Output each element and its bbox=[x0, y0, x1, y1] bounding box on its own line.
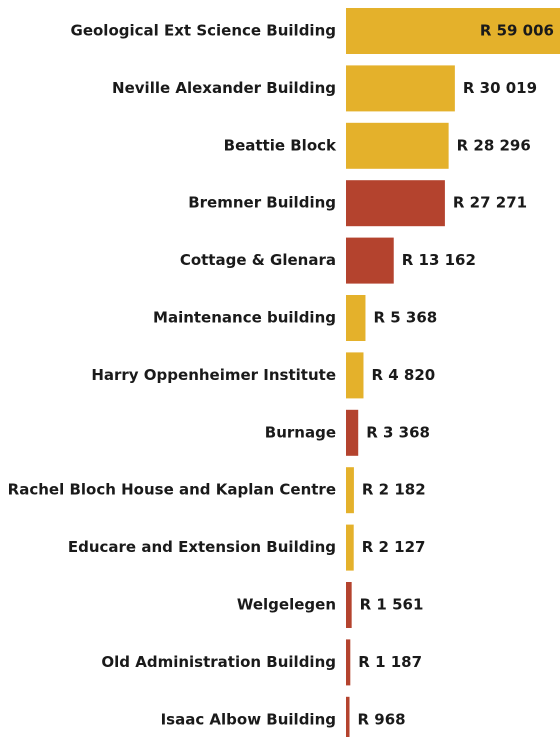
category-label: Beattie Block bbox=[224, 136, 337, 154]
value-label: R 2 127 bbox=[362, 538, 426, 556]
category-label: Bremner Building bbox=[188, 194, 336, 212]
bar bbox=[346, 8, 560, 54]
value-label: R 59 006 bbox=[480, 22, 554, 40]
category-label: Rachel Bloch House and Kaplan Centre bbox=[8, 481, 336, 499]
bar bbox=[346, 237, 394, 284]
category-label: Cottage & Glenara bbox=[180, 251, 336, 269]
category-label: Welgelegen bbox=[237, 596, 336, 614]
category-label: Burnage bbox=[265, 423, 336, 441]
value-label: R 13 162 bbox=[402, 251, 476, 269]
bar bbox=[346, 409, 359, 456]
value-label: R 1 187 bbox=[358, 653, 422, 671]
bar bbox=[346, 582, 352, 628]
bar bbox=[346, 122, 449, 169]
category-label: Isaac Albow Building bbox=[161, 710, 336, 728]
value-label: R 968 bbox=[358, 710, 406, 728]
value-label: R 5 368 bbox=[373, 309, 437, 327]
value-label: R 2 182 bbox=[362, 481, 426, 499]
bar bbox=[346, 295, 366, 341]
value-label: R 28 296 bbox=[457, 136, 531, 154]
category-label: Geological Ext Science Building bbox=[71, 22, 336, 40]
category-label: Old Administration Building bbox=[101, 653, 336, 671]
bar bbox=[346, 352, 364, 399]
value-label: R 30 019 bbox=[463, 79, 537, 97]
value-label: R 1 561 bbox=[360, 596, 424, 614]
category-label: Maintenance building bbox=[153, 309, 336, 327]
category-label: Neville Alexander Building bbox=[112, 79, 336, 97]
bar bbox=[346, 696, 350, 737]
bar bbox=[346, 180, 445, 227]
bar bbox=[346, 639, 351, 686]
category-label: Educare and Extension Building bbox=[68, 538, 336, 556]
bar bbox=[346, 467, 354, 514]
value-label: R 27 271 bbox=[453, 194, 527, 212]
value-label: R 4 820 bbox=[371, 366, 435, 384]
bar bbox=[346, 65, 455, 112]
bar bbox=[346, 524, 354, 571]
category-label: Harry Oppenheimer Institute bbox=[91, 366, 336, 384]
value-label: R 3 368 bbox=[366, 423, 430, 441]
